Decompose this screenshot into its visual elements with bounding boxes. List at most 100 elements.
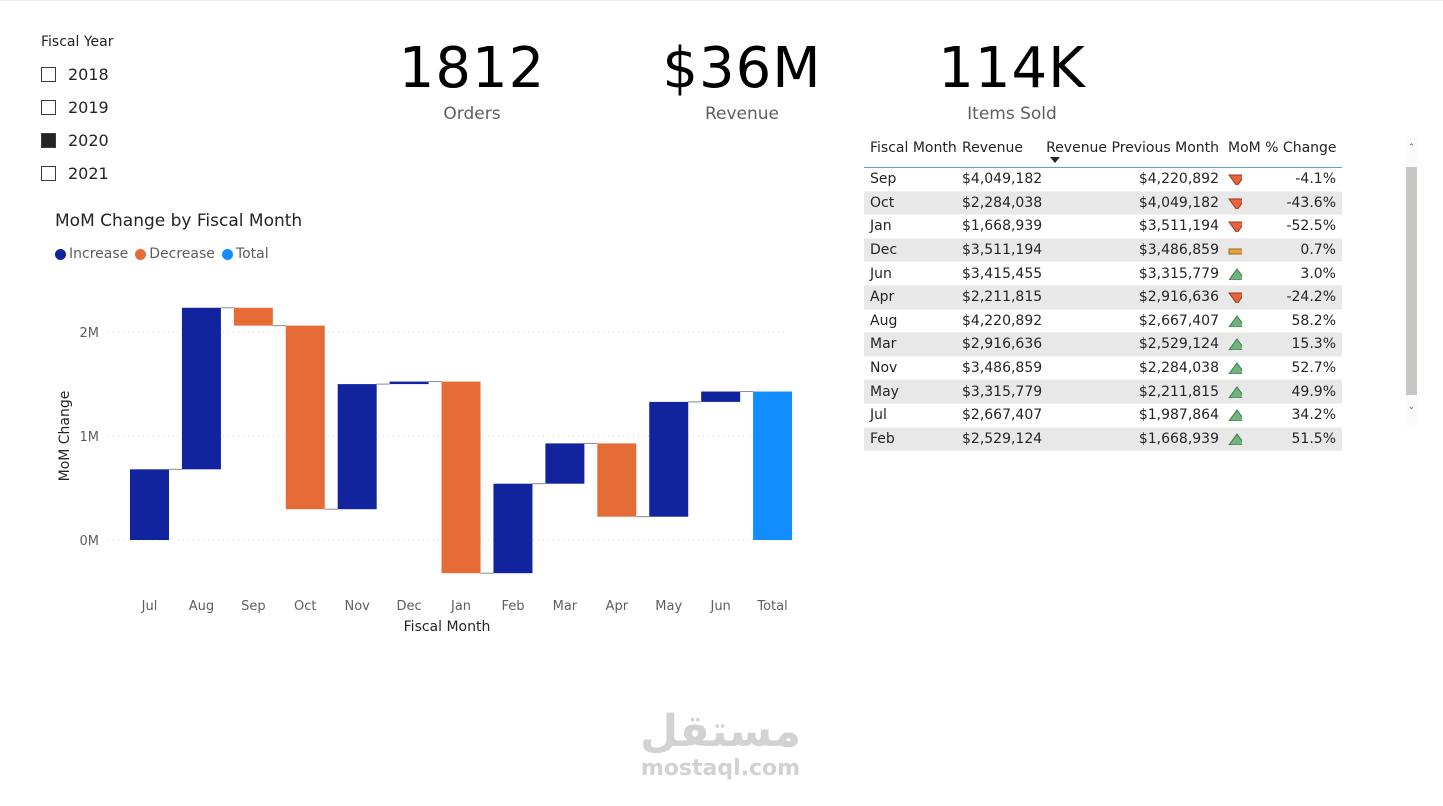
cell-month: Aug: [870, 312, 898, 329]
kpi-value: 114K: [938, 36, 1086, 101]
cell-revenue: $1,668,939: [962, 218, 1043, 235]
cell-month: Apr: [870, 289, 895, 306]
checkbox[interactable]: [41, 67, 56, 82]
checkbox[interactable]: [41, 133, 56, 148]
cell-revenue: $3,315,779: [962, 383, 1043, 400]
cell-mom-change: 49.9%: [1219, 384, 1342, 400]
mom-change-value: 51.5%: [1291, 430, 1336, 447]
table-row[interactable]: Jul $2,667,407 $1,987,864 34.2%: [864, 404, 1342, 428]
cell-revenue-previous: $2,211,815: [1138, 383, 1219, 400]
header-mom-change[interactable]: MoM % Change: [1228, 140, 1337, 156]
cell-month: Mar: [870, 336, 897, 353]
waterfall-chart: 0M 1M 2M Jul Aug Sep Oct Nov Dec Jan Feb Mar Apr May J…: [57, 307, 793, 635]
cell-mom-change: -4.1%: [1219, 171, 1342, 187]
scroll-up-icon[interactable]: ⌃: [1407, 143, 1416, 153]
bar-sep[interactable]: [233, 307, 273, 326]
y-tick-label: 0M: [80, 534, 100, 549]
checkbox[interactable]: [41, 166, 56, 181]
x-tick-label: May: [655, 599, 682, 614]
mom-change-value: -43.6%: [1286, 194, 1336, 211]
checkbox[interactable]: [41, 100, 56, 115]
scroll-down-icon[interactable]: ⌄: [1407, 402, 1416, 412]
triangle-down-icon: [1228, 198, 1242, 209]
table-row[interactable]: Feb $2,529,124 $1,668,939 51.5%: [864, 427, 1342, 452]
slicer-item-2018[interactable]: 2018: [41, 58, 201, 91]
bar-total[interactable]: [753, 391, 793, 540]
bar-jan[interactable]: [441, 381, 481, 574]
revenue-table: Fiscal Month Revenue Revenue Previous Mo…: [864, 137, 1342, 452]
cell-month: Oct: [870, 194, 895, 211]
x-tick-label: Aug: [189, 599, 214, 614]
table-row[interactable]: Jan $1,668,939 $3,511,194 -52.5%: [864, 215, 1342, 239]
bar-mar[interactable]: [545, 443, 585, 484]
cell-revenue-previous: $4,049,182: [1138, 194, 1219, 211]
legend-label: Decrease: [149, 246, 215, 262]
triangle-up-icon: [1228, 362, 1242, 375]
slicer-item-2019[interactable]: 2019: [41, 91, 201, 124]
x-tick-label: Jan: [450, 599, 471, 614]
header-fiscal-month[interactable]: Fiscal Month: [870, 140, 957, 156]
bar-feb[interactable]: [493, 483, 533, 574]
triangle-up-icon: [1228, 409, 1242, 422]
watermark-logo: مستقل: [640, 706, 801, 757]
cell-month: Dec: [870, 242, 898, 259]
table-row[interactable]: Nov $3,486,859 $2,284,038 52.7%: [864, 357, 1342, 381]
mom-change-value: 34.2%: [1291, 407, 1336, 424]
chart-title: MoM Change by Fiscal Month: [55, 211, 303, 231]
bar-aug[interactable]: [181, 307, 221, 470]
slicer-item-2021[interactable]: 2021: [41, 157, 201, 190]
bar-dec[interactable]: [389, 381, 429, 385]
kpi-label: Items Sold: [967, 104, 1057, 124]
legend-item-increase[interactable]: Increase: [55, 246, 128, 262]
x-tick-label: Nov: [345, 599, 371, 614]
legend-item-total[interactable]: Total: [221, 246, 269, 262]
triangle-up-icon: [1228, 338, 1242, 351]
table-scrollbar[interactable]: ⌃ ⌄: [1406, 137, 1417, 427]
table-row[interactable]: Jun $3,415,455 $3,315,779 3.0%: [864, 262, 1342, 286]
triangle-up-icon: [1228, 267, 1242, 280]
table-row[interactable]: May $3,315,779 $2,211,815 49.9%: [864, 380, 1342, 404]
cell-revenue: $4,220,892: [962, 312, 1043, 329]
kpi-items-sold: 114K Items Sold: [892, 36, 1132, 124]
slicer-item-2020[interactable]: 2020: [41, 124, 201, 157]
mom-change-value: -52.5%: [1286, 218, 1336, 235]
legend-dot-total: [221, 248, 233, 260]
x-tick-label: Oct: [294, 599, 316, 614]
table-row[interactable]: Sep $4,049,182 $4,220,892 -4.1%: [864, 168, 1342, 192]
bar-jul[interactable]: [130, 469, 169, 540]
legend-dot-increase: [55, 248, 66, 260]
x-tick-label: Feb: [501, 599, 524, 614]
triangle-down-icon: [1228, 221, 1242, 233]
mom-change-value: 0.7%: [1300, 242, 1336, 259]
fiscal-year-slicer: Fiscal Year 2018 2019 2020 2021: [41, 34, 201, 190]
bar-jun[interactable]: [701, 391, 741, 402]
cell-revenue-previous: $2,284,038: [1138, 360, 1219, 377]
x-tick-label: Apr: [606, 599, 629, 614]
table-row[interactable]: Apr $2,211,815 $2,916,636 -24.2%: [864, 285, 1342, 310]
legend-item-decrease[interactable]: Decrease: [135, 246, 215, 262]
bar-may[interactable]: [649, 401, 689, 517]
cell-mom-change: 51.5%: [1219, 431, 1342, 447]
cell-mom-change: 34.2%: [1219, 407, 1342, 423]
x-tick-label: Mar: [553, 599, 578, 614]
x-axis-title: Fiscal Month: [404, 619, 491, 635]
mom-change-value: 15.3%: [1291, 336, 1336, 353]
bar-oct[interactable]: [285, 325, 325, 510]
table-row[interactable]: Oct $2,284,038 $4,049,182 -43.6%: [864, 191, 1342, 216]
table-row[interactable]: Aug $4,220,892 $2,667,407 58.2%: [864, 310, 1342, 334]
cell-month: Jul: [870, 407, 887, 424]
table-row[interactable]: Dec $3,511,194 $3,486,859 0.7%: [864, 238, 1342, 263]
y-tick-label: 2M: [80, 326, 100, 341]
bar-apr[interactable]: [597, 443, 637, 517]
header-revenue-previous-month[interactable]: Revenue Previous Month: [1046, 140, 1219, 156]
bar-nov[interactable]: [337, 384, 377, 510]
cell-revenue: $3,511,194: [962, 242, 1043, 259]
watermark: مستقل mostaql.com: [628, 708, 813, 782]
cell-mom-change: 52.7%: [1219, 360, 1342, 376]
kpi-value: $36M: [662, 36, 822, 101]
scroll-thumb[interactable]: [1406, 167, 1417, 395]
cell-revenue-previous: $3,315,779: [1138, 265, 1219, 282]
table-row[interactable]: Mar $2,916,636 $2,529,124 15.3%: [864, 333, 1342, 357]
header-revenue[interactable]: Revenue: [962, 140, 1023, 156]
slicer-item-label: 2019: [68, 98, 109, 117]
